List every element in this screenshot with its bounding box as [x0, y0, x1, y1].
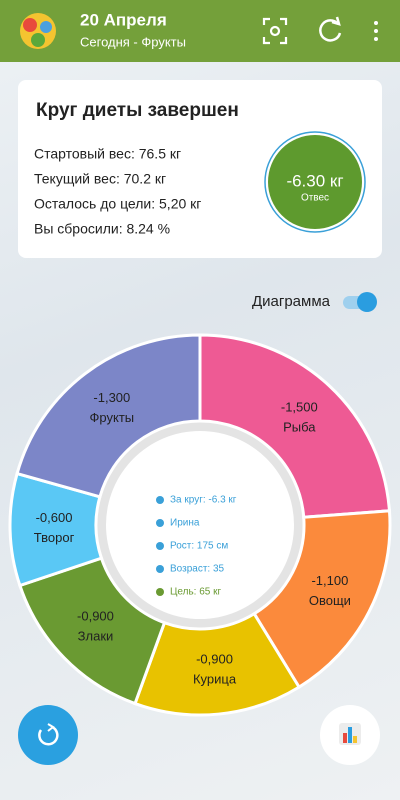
- segment-category-label: Фрукты: [90, 410, 135, 425]
- info-dot: [156, 496, 164, 504]
- donut-segment: [15, 333, 202, 499]
- menu-icon[interactable]: [374, 21, 378, 41]
- info-dot: [156, 565, 164, 573]
- segment-value-label: -1,100: [311, 573, 348, 588]
- segment-category-label: Овощи: [309, 593, 351, 608]
- info-dot: [156, 519, 164, 527]
- app-logo[interactable]: [20, 13, 56, 49]
- segment-category-label: Творог: [34, 530, 75, 545]
- info-text: Рост: 175 см: [170, 541, 228, 552]
- segment-category-label: Рыба: [283, 419, 316, 434]
- donut-chart: -1,500 Рыба -1,100 Овощи -0,900 Курица -0,900 З…: [8, 333, 392, 717]
- summary-line: Осталось до цели: 5,20 кг: [34, 196, 201, 212]
- header-title: 20 Апреля: [80, 10, 167, 29]
- segment-value-label: -1,500: [281, 399, 318, 414]
- info-text: Цель: 65 кг: [170, 587, 222, 598]
- donut-segment: [198, 333, 392, 519]
- inner-disc: [106, 431, 294, 619]
- stats-fab[interactable]: [320, 705, 380, 765]
- refresh-fab[interactable]: [18, 705, 78, 765]
- info-dot: [156, 542, 164, 550]
- scan-icon[interactable]: [262, 17, 288, 45]
- segment-value-label: -0,900: [196, 652, 233, 667]
- summary-line: Текущий вес: 70.2 кг: [34, 171, 166, 187]
- badge-caption: Отвес: [301, 193, 329, 204]
- refresh-icon[interactable]: [319, 16, 342, 42]
- app-bar: [0, 0, 400, 62]
- info-text: За круг: -6.3 кг: [170, 495, 237, 506]
- segment-value-label: -0,600: [36, 510, 73, 525]
- summary-line: Вы сбросили: 8.24 %: [34, 221, 170, 237]
- badge: [268, 135, 362, 229]
- segment-value-label: -1,300: [93, 390, 130, 405]
- summary-title: Круг диеты завершен: [36, 100, 239, 121]
- summary-line: Стартовый вес: 76.5 кг: [34, 146, 181, 162]
- donut-segment: [252, 509, 392, 690]
- toggle-label: Диаграмма: [252, 293, 331, 310]
- toggle-switch[interactable]: [343, 292, 377, 312]
- segment-category-label: Курица: [193, 672, 237, 687]
- segment-value-label: -0,900: [77, 608, 114, 623]
- badge-value: -6.30 кг: [286, 171, 343, 190]
- segment-category-label: Злаки: [78, 628, 114, 643]
- info-text: Ирина: [170, 518, 200, 529]
- info-dot: [156, 588, 164, 596]
- info-text: Возраст: 35: [170, 564, 225, 575]
- header-subtitle: Сегодня - Фрукты: [80, 34, 186, 49]
- badge-ring: [264, 131, 366, 233]
